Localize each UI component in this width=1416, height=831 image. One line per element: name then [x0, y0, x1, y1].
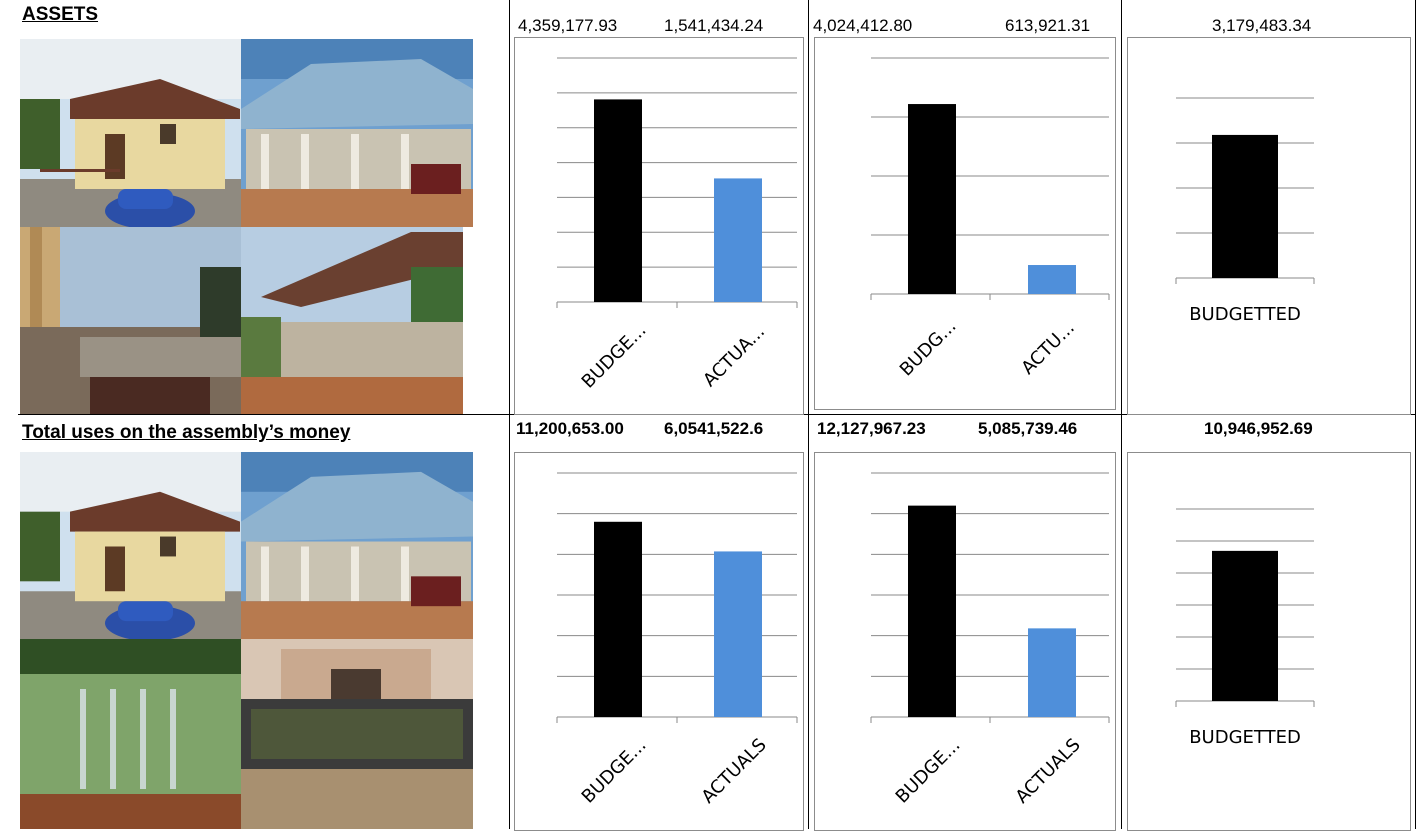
bar-budge [594, 521, 642, 717]
budgeted-value-label: 3,179,483.34 [1212, 16, 1312, 35]
category-label: BUDGE... [892, 735, 965, 808]
section-title-total-uses: Total uses on the assembly’s money [22, 422, 351, 443]
category-label: BUDGETTED [1189, 727, 1301, 748]
bar-budge [908, 505, 956, 717]
bar-actuals [1028, 628, 1076, 717]
photo-yellow-house-with-blue-car [20, 39, 241, 227]
budgeted-value-label: 10,946,952.69 [1204, 419, 1313, 438]
bar-budgetted [1212, 134, 1278, 278]
budget-vs-actual-chart: BUDGE... ACTUALS [514, 452, 804, 831]
category-label: ACTUALS [698, 735, 771, 808]
category-label: ACTUALS [1012, 735, 1085, 808]
bar-budgetted [1212, 550, 1278, 701]
budgeted-value-label: 4,359,177.93 [518, 16, 618, 35]
photo-community-group-photo [241, 639, 473, 829]
category-label: BUDGE... [578, 735, 651, 808]
photo-open-shed-construction [241, 227, 463, 414]
budget-vs-actual-chart: BUDG... ACTU... [814, 37, 1116, 410]
chart-plot: BUDGETTED [1175, 508, 1315, 748]
budget-only-chart: BUDGETTED [1127, 37, 1411, 415]
category-label: BUDG... [896, 316, 961, 381]
bar-budg [908, 104, 956, 294]
photo-blue-roof-building-under-construction [241, 39, 473, 227]
bar-actu [1028, 265, 1076, 294]
budgeted-value-label: 12,127,967.23 [817, 419, 926, 438]
bar-actuals [714, 551, 762, 717]
chart-plot: BUDG... ACTU... [870, 57, 1110, 381]
budget-vs-actual-chart: BUDGE... ACTUA... [514, 37, 804, 415]
budget-only-chart: BUDGETTED [1127, 452, 1411, 831]
category-label: ACTUA... [699, 321, 769, 391]
category-label: BUDGE... [578, 320, 651, 393]
actual-value-label: 1,541,434.24 [664, 16, 764, 35]
photo-rice-field [20, 639, 241, 829]
bar-budge [594, 99, 642, 303]
chart-plot: BUDGE... ACTUALS [556, 472, 798, 808]
photo-yellow-house-with-blue-car [20, 452, 241, 639]
category-label: BUDGETTED [1189, 304, 1301, 325]
chart-plot: BUDGE... ACTUA... [556, 57, 798, 393]
section-title-assets: ASSETS [22, 4, 99, 25]
actual-value-label: 6,0541,522.6 [664, 419, 764, 438]
actual-value-label: 5,085,739.46 [978, 419, 1078, 438]
photo-blue-roof-building-under-construction [241, 452, 473, 639]
budget-vs-actual-chart: BUDGE... ACTUALS [814, 452, 1116, 831]
photo-block-walls-under-construction [20, 227, 241, 414]
chart-plot: BUDGE... ACTUALS [870, 472, 1110, 808]
actual-value-label: 613,921.31 [1005, 16, 1091, 35]
budgeted-value-label: 4,024,412.80 [813, 16, 913, 35]
budgeted-value-label: 11,200,653.00 [516, 419, 624, 438]
chart-plot: BUDGETTED [1175, 97, 1315, 325]
category-label: ACTU... [1017, 317, 1078, 378]
bar-actua [714, 178, 762, 302]
